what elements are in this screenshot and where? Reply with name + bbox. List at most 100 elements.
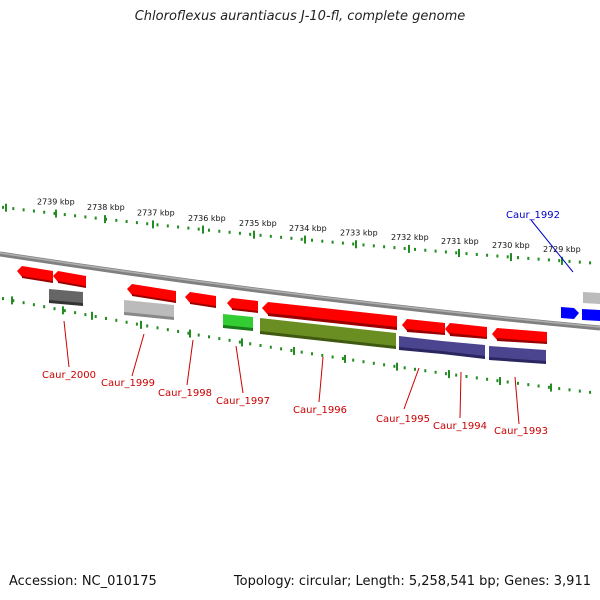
scale-tick [197, 333, 200, 337]
scale-tick [146, 324, 149, 328]
cog-box[interactable] [442, 341, 485, 359]
scale-major-tick [241, 338, 243, 347]
cds-arrow[interactable] [445, 323, 487, 339]
scale-tick [578, 389, 581, 393]
scale-tick [321, 353, 324, 357]
scale-tick [455, 373, 458, 377]
scale-major-tick [355, 240, 357, 249]
scale-tick [135, 221, 138, 225]
scale-tick [527, 383, 530, 387]
cog-box[interactable] [260, 318, 396, 349]
cog-box[interactable] [583, 292, 600, 304]
scale-tick [280, 347, 283, 351]
scale-tick [177, 329, 180, 333]
gene-label[interactable]: Caur_2000 [42, 370, 96, 381]
scale-tick [547, 385, 550, 389]
cds-arrow[interactable] [262, 302, 397, 330]
scale-label: 2737 kbp [137, 209, 175, 218]
scale-tick [465, 375, 468, 379]
gene-label[interactable]: Caur_1993 [494, 426, 548, 437]
scale-tick [218, 229, 221, 233]
cog-box[interactable] [49, 289, 83, 306]
scale-major-tick [152, 220, 154, 229]
scale-tick [12, 299, 15, 303]
scale-tick [218, 337, 221, 341]
scale-tick [465, 252, 468, 256]
scale-label: 2733 kbp [340, 228, 378, 237]
scale-tick [135, 322, 138, 326]
scale-tick [537, 257, 540, 261]
scale-tick [527, 256, 530, 260]
scale-tick [486, 253, 489, 257]
scale-tick [228, 230, 231, 234]
cog-box[interactable] [223, 314, 253, 331]
scale-tick [115, 218, 118, 222]
cds-arrow[interactable] [185, 292, 216, 308]
cds-arrow[interactable] [127, 284, 176, 303]
scale-major-tick [62, 306, 64, 315]
scale-label: 2731 kbp [441, 237, 479, 246]
scale-tick [32, 209, 35, 213]
scale-tick [280, 235, 283, 239]
scale-tick [383, 245, 386, 249]
scale-tick [475, 376, 478, 380]
scale-tick [455, 251, 458, 255]
scale-tick [249, 232, 252, 236]
gene-label[interactable]: Caur_1995 [376, 414, 430, 425]
scale-tick [105, 316, 107, 320]
cog-box[interactable] [489, 346, 546, 364]
scale-tick [187, 331, 190, 335]
cds-track [17, 266, 600, 344]
cds-arrow[interactable] [227, 298, 258, 313]
scale-major-tick [499, 377, 501, 385]
scale-tick [558, 259, 561, 263]
scale-tick [393, 364, 396, 368]
scale-tick [300, 237, 303, 241]
scale-tick [403, 247, 406, 251]
scale-tick [496, 379, 499, 383]
scale-major-tick [561, 256, 563, 265]
cds-arrow-highlighted[interactable] [561, 307, 579, 319]
scale-tick [341, 357, 344, 361]
cds-arrow[interactable] [17, 266, 53, 283]
scale-tick [269, 345, 272, 349]
scale-major-tick [104, 215, 106, 224]
scale-tick [125, 220, 128, 224]
scale-tick [434, 370, 437, 374]
scale-major-tick [550, 383, 552, 392]
gene-label[interactable]: Caur_1998 [158, 388, 212, 399]
cog-box[interactable] [399, 336, 442, 354]
cog-box[interactable] [124, 300, 174, 320]
scale-tick [311, 238, 313, 242]
scale-tick [547, 258, 550, 262]
scale-tick [496, 254, 499, 258]
scale-tick [269, 234, 272, 238]
scale-tick [290, 349, 293, 353]
scale-major-tick [510, 253, 512, 262]
scale-tick [259, 343, 262, 347]
cds-arrow[interactable] [402, 319, 445, 335]
cds-arrow[interactable] [53, 271, 86, 288]
scale-tick [53, 211, 56, 215]
scale-tick [32, 303, 35, 307]
scale-major-tick [55, 209, 57, 218]
gene-label[interactable]: Caur_1997 [216, 396, 270, 407]
scale-upper [2, 203, 592, 265]
scale-tick [197, 227, 200, 231]
gene-labels: Caur_2000 Caur_1999 Caur_1998 Caur_1997 … [42, 210, 574, 437]
gene-label[interactable]: Caur_1996 [293, 405, 347, 416]
scale-major-tick [458, 249, 460, 258]
scale-tick [352, 358, 355, 362]
scale-label: 2738 kbp [87, 203, 125, 212]
cds-arrow-highlighted[interactable] [582, 309, 600, 321]
scale-tick [331, 240, 334, 244]
gene-label-highlighted[interactable]: Caur_1992 [506, 210, 560, 221]
scale-tick [2, 205, 4, 209]
scale-tick [125, 320, 128, 324]
gene-label[interactable]: Caur_1994 [433, 421, 487, 432]
scale-tick [372, 244, 375, 248]
gene-label[interactable]: Caur_1999 [101, 378, 155, 389]
scale-tick [53, 307, 56, 311]
cds-arrow[interactable] [492, 328, 547, 344]
